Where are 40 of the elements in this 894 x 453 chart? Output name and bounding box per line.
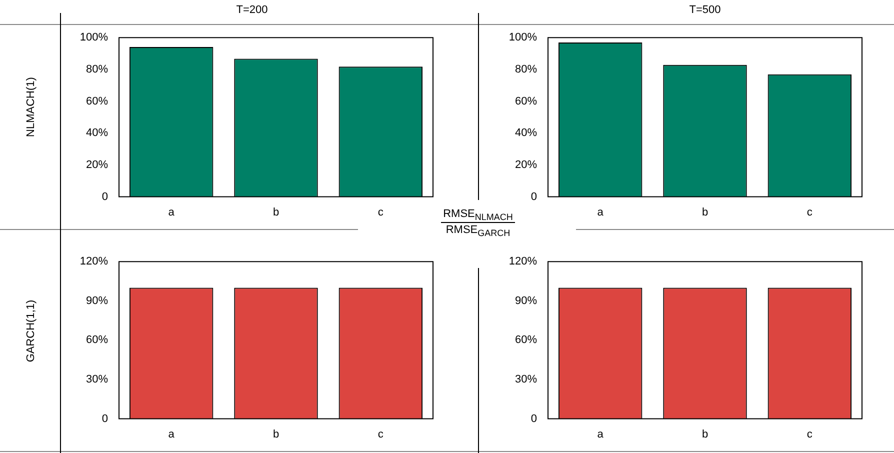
text: RMSE$_{GARCH}$ [444, 223, 512, 238]
y-tick-label: 100% [508, 32, 538, 44]
y-tick-label: 20% [514, 158, 538, 171]
x-tick-label: c [378, 206, 384, 218]
y-tick-label: 80% [86, 63, 108, 76]
y-tick-label: 90% [86, 294, 108, 307]
x-tick-label: c [806, 206, 813, 218]
x-tick-label: c [378, 428, 384, 440]
y-tick-label: 100% [80, 32, 108, 44]
chart-title: T=500 [688, 4, 722, 16]
y-tick-label: 0 [530, 412, 537, 425]
y-tick-label: 60% [514, 334, 538, 346]
y-tick-label: 60% [86, 95, 108, 108]
x-tick-label: b [702, 428, 708, 440]
y-tick-label: 90% [514, 294, 538, 307]
y-tick-label: 60% [514, 95, 538, 108]
x-tick-label: b [272, 428, 280, 440]
x-tick-label: a [168, 206, 176, 218]
x-tick-label: b [272, 206, 280, 218]
x-tick-label: b [702, 206, 708, 218]
y-tick-label: 0 [102, 412, 108, 425]
x-tick-label: a [597, 206, 604, 218]
x-tick-label: c [806, 428, 813, 440]
x-tick-label: a [168, 428, 176, 440]
y-tick-label: 30% [514, 374, 538, 386]
y-tick-label: 40% [514, 127, 538, 140]
y-tick-label: 20% [86, 158, 108, 171]
y-tick-label: 30% [86, 374, 108, 386]
y-tick-label: 120% [508, 256, 538, 268]
text: RMSE$_{NLMACH}$ [441, 208, 515, 224]
chart-title: T=200 [235, 4, 269, 16]
y-tick-label: 80% [514, 63, 538, 76]
y-tick-label: 0 [530, 190, 537, 203]
x-tick-label: a [597, 428, 604, 440]
y-tick-label: 0 [102, 190, 108, 203]
y-tick-label: 60% [86, 334, 108, 346]
y-axis-title: NLMACH(1) [24, 77, 37, 137]
y-tick-label: 120% [80, 256, 108, 268]
y-tick-label: 40% [86, 127, 108, 140]
y-axis-title: GARCH(1,1) [25, 300, 38, 362]
